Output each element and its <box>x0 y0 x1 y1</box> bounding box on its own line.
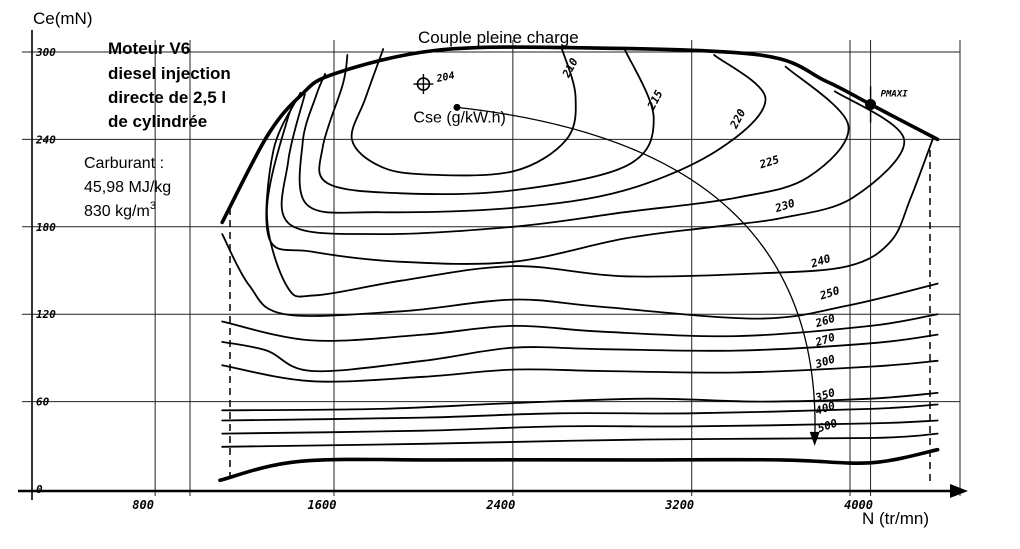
engine-line-3: directe de 2,5 l <box>108 88 226 107</box>
y-axis-label: Ce(mN) <box>33 9 93 28</box>
grid <box>22 40 961 496</box>
chart-title: Couple pleine charge <box>418 28 579 47</box>
contour-line <box>221 419 939 435</box>
full-load-curve <box>220 45 940 225</box>
contour-label: 270 <box>813 330 837 349</box>
contour-label: 210 <box>559 56 580 81</box>
engine-line-4: de cylindrée <box>108 112 207 131</box>
cse-label: Cse (g/kW.h) <box>413 110 505 127</box>
contour-label: 250 <box>817 284 841 303</box>
contour-line <box>318 48 655 196</box>
x-tick-label: 1600 <box>308 498 337 512</box>
y-tick-label: 0 <box>36 483 43 496</box>
pmaxi-label: PMAXI <box>881 89 909 99</box>
annotations: 204 Cse (g/kW.h) PMAXI <box>413 70 909 446</box>
contour-line <box>221 233 939 320</box>
contour-line <box>221 333 939 373</box>
optimum-label: 204 <box>435 70 456 85</box>
contour-line <box>350 48 577 177</box>
tick-labels: 0 60 120 180 240 300 800 1600 2400 3200 4000 <box>35 46 873 512</box>
contour-label: 400 <box>814 399 837 418</box>
contour-line <box>221 313 939 342</box>
engine-line-2: diesel injection <box>108 64 231 83</box>
contour-line <box>298 54 767 214</box>
x-tick-label: 2400 <box>485 498 515 512</box>
iso-consumption-contours <box>221 48 939 448</box>
x-tick-label: 3200 <box>664 498 694 512</box>
contour-label: 300 <box>813 352 837 371</box>
y-tick-label: 300 <box>35 46 56 59</box>
y-tick-label: 60 <box>36 396 50 409</box>
contour-label: 220 <box>727 107 748 132</box>
x-tick-label: 4000 <box>844 498 873 512</box>
x-tick-label: 800 <box>132 498 154 512</box>
contour-line <box>280 65 850 236</box>
limit-curves <box>218 45 940 483</box>
contour-line <box>221 392 939 412</box>
x-axis-arrow <box>950 484 968 498</box>
fuel-density-value: 830 kg/m <box>84 203 150 220</box>
y-tick-label: 180 <box>36 221 56 234</box>
engine-info: Moteur V6 diesel injection directe de 2,… <box>108 39 231 131</box>
contour-label: 260 <box>813 312 837 331</box>
fuel-density: 830 kg/m3 <box>84 200 156 220</box>
contour-label: 215 <box>644 88 665 113</box>
engine-line-1: Moteur V6 <box>108 39 190 58</box>
x-axis-label: N (tr/mn) <box>862 509 929 528</box>
cse-arrow-head <box>809 431 820 446</box>
contour-line <box>266 94 935 298</box>
cse-arrow <box>456 106 816 444</box>
fuel-info: Carburant : 45,98 MJ/kg 830 kg/m3 <box>84 155 171 220</box>
fuel-title: Carburant : <box>84 155 164 172</box>
contour-label: 500 <box>816 416 839 435</box>
minimum-torque-curve <box>218 447 940 483</box>
fuel-energy: 45,98 MJ/kg <box>84 179 171 196</box>
contour-line <box>221 403 939 422</box>
contour-label: 230 <box>773 196 797 215</box>
fuel-density-exponent: 3 <box>150 200 156 212</box>
contour-label: 350 <box>813 386 837 405</box>
contour-line <box>221 432 939 448</box>
y-tick-label: 240 <box>35 133 56 146</box>
contour-label: 225 <box>757 153 781 172</box>
contour-label: 240 <box>808 252 832 271</box>
contour-line <box>221 359 939 383</box>
y-tick-label: 120 <box>36 308 56 321</box>
axes <box>18 30 968 500</box>
